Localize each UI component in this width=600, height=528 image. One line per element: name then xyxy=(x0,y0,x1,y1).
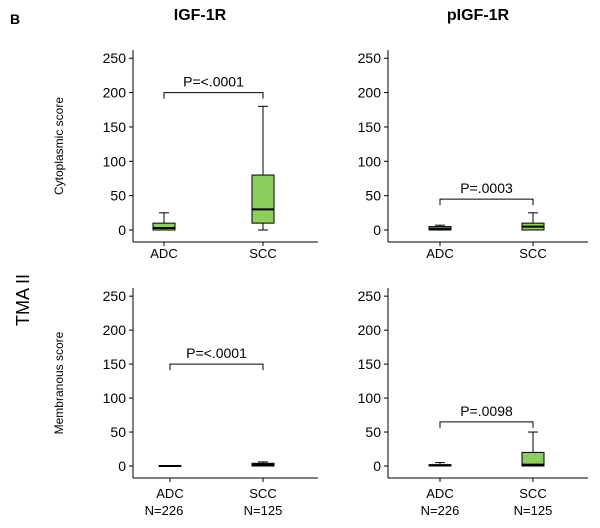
y-tick-label: 250 xyxy=(103,50,127,66)
box-scc xyxy=(251,105,275,231)
y-tick-label: 50 xyxy=(365,188,381,204)
col-title-pigf1r: pIGF-1R xyxy=(447,7,510,24)
box-plot-panels: 0 50 100 150 200 250 Cytoplasmic score ADC SCC P=… xyxy=(52,50,588,501)
row-label-tma: TMA II xyxy=(13,274,33,326)
y-tick-label: 250 xyxy=(358,288,382,304)
significance-bracket xyxy=(439,198,534,206)
y-tick-label: 0 xyxy=(118,222,126,238)
n-label-scc-right: N=125 xyxy=(514,503,553,518)
y-tick-label: 0 xyxy=(118,458,126,474)
y-tick-label: 50 xyxy=(365,424,381,440)
significance-bracket xyxy=(169,363,264,371)
box-iqr xyxy=(152,222,176,231)
box-plot-panel-4: 0 50 100 150 200 250 ADC SCC P=.0098 xyxy=(358,288,588,501)
box-adc xyxy=(428,462,452,467)
y-tick-label: 250 xyxy=(358,50,382,66)
y-tick-label: 100 xyxy=(358,153,382,169)
p-value-label: P=.0098 xyxy=(460,403,513,419)
box-adc xyxy=(158,465,182,467)
significance-bracket xyxy=(439,421,534,428)
n-label-adc-right: N=226 xyxy=(421,503,460,518)
x-tick-label-adc: ADC xyxy=(426,246,453,261)
y-tick-label: 50 xyxy=(110,424,126,440)
y-tick-label: 0 xyxy=(373,458,381,474)
x-tick-label-scc: SCC xyxy=(249,246,276,261)
p-value-label: P=<.0001 xyxy=(186,345,247,361)
box-adc xyxy=(428,224,452,231)
box-adc xyxy=(152,212,176,231)
y-tick-label: 200 xyxy=(103,85,127,101)
box-scc xyxy=(251,461,275,467)
x-tick-label-scc: SCC xyxy=(519,486,546,501)
x-tick-label-adc: ADC xyxy=(156,486,183,501)
box-iqr xyxy=(521,451,545,467)
x-tick-label-adc: ADC xyxy=(150,246,177,261)
box-scc xyxy=(521,431,545,467)
y-tick-label: 150 xyxy=(358,356,382,372)
p-value-label: P=.0003 xyxy=(460,180,513,196)
n-label-adc-left: N=226 xyxy=(145,503,184,518)
y-axis-label: Membranous score xyxy=(52,331,66,434)
x-tick-label-scc: SCC xyxy=(249,486,276,501)
x-tick-label-scc: SCC xyxy=(519,246,546,261)
y-tick-label: 200 xyxy=(103,322,127,338)
box-scc xyxy=(521,212,545,231)
n-label-scc-left: N=125 xyxy=(244,503,283,518)
p-value-label: P=<.0001 xyxy=(183,74,244,90)
significance-bracket xyxy=(163,92,264,99)
y-tick-label: 100 xyxy=(103,390,127,406)
y-tick-label: 200 xyxy=(358,322,382,338)
y-tick-label: 100 xyxy=(358,390,382,406)
y-axis-label: Cytoplasmic score xyxy=(52,97,66,195)
box-plot-panel-3: 0 50 100 150 200 250 Membranous score ADC SCC P=<… xyxy=(52,288,318,501)
y-tick-label: 150 xyxy=(103,119,127,135)
x-tick-label-adc: ADC xyxy=(426,486,453,501)
y-tick-label: 0 xyxy=(373,222,381,238)
y-tick-label: 100 xyxy=(103,153,127,169)
col-title-igf1r: IGF-1R xyxy=(174,7,227,24)
y-tick-label: 250 xyxy=(103,288,127,304)
box-plot-panel-2: 0 50 100 150 200 250 ADC SCC P=.0003 xyxy=(358,50,588,261)
panel-label: B xyxy=(10,11,20,27)
box-iqr xyxy=(251,174,275,224)
box-plot-panel-1: 0 50 100 150 200 250 Cytoplasmic score ADC SCC P=… xyxy=(52,50,318,261)
y-tick-label: 200 xyxy=(358,85,382,101)
y-tick-label: 150 xyxy=(358,119,382,135)
y-tick-label: 50 xyxy=(110,188,126,204)
y-tick-label: 150 xyxy=(103,356,127,372)
